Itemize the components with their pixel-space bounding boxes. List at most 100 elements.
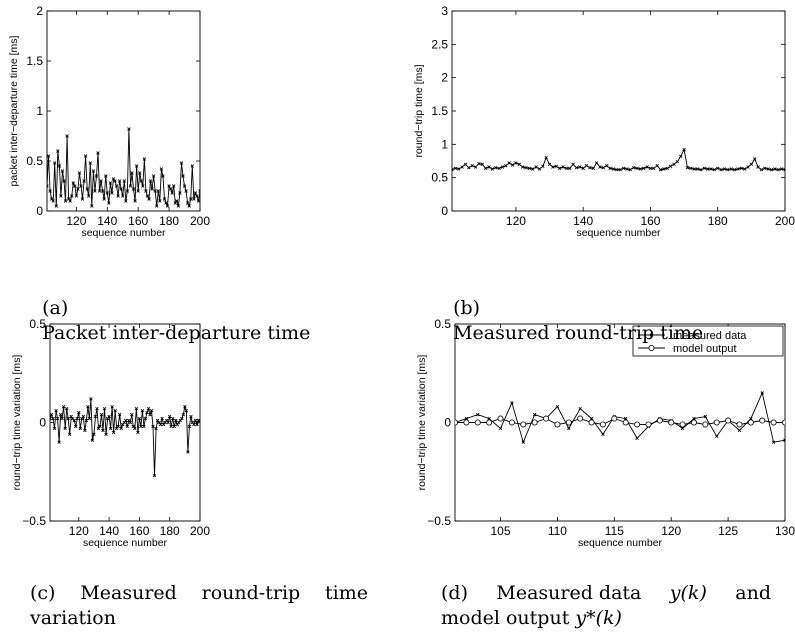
chart-b-ytick-label: 2 bbox=[441, 71, 448, 85]
chart-c-point bbox=[111, 430, 116, 435]
chart-a-point bbox=[116, 194, 120, 198]
chart-d-point bbox=[599, 421, 606, 428]
chart-a-point bbox=[148, 179, 153, 183]
chart-c-point bbox=[77, 410, 81, 415]
chart-b-point bbox=[682, 147, 686, 152]
chart-a-point bbox=[94, 174, 99, 178]
chart-c-point bbox=[166, 420, 170, 425]
chart-b-point bbox=[618, 167, 622, 172]
chart-c-ytick-label: −0.5 bbox=[22, 514, 46, 528]
chart-b-point bbox=[729, 167, 733, 171]
chart-a-point bbox=[108, 181, 113, 185]
chart-b-ytick-label: 1.5 bbox=[431, 104, 448, 118]
chart-a-point bbox=[76, 187, 80, 191]
chart-c-point bbox=[139, 424, 143, 429]
chart-a-point bbox=[107, 201, 111, 205]
chart-a-point bbox=[48, 189, 52, 193]
chart-b-point bbox=[668, 164, 673, 169]
chart-a-point bbox=[181, 174, 185, 178]
chart-a-point bbox=[130, 171, 134, 175]
chart-c-point bbox=[133, 426, 137, 431]
chart-c-point bbox=[181, 412, 186, 417]
chart-b-point bbox=[689, 166, 693, 171]
chart-d-point bbox=[656, 417, 663, 424]
chart-c-point bbox=[72, 418, 76, 423]
chart-b-point bbox=[467, 165, 471, 170]
chart-b-point bbox=[642, 166, 646, 171]
chart-c-point bbox=[75, 416, 79, 421]
chart-c-point bbox=[99, 412, 104, 417]
chart-b-point bbox=[510, 163, 515, 167]
chart-c-point bbox=[140, 408, 145, 413]
chart-a-point bbox=[150, 187, 154, 191]
chart-b-point bbox=[601, 165, 606, 170]
chart-a-point bbox=[176, 204, 181, 208]
chart-d-point bbox=[713, 419, 720, 426]
chart-a-point bbox=[142, 157, 147, 161]
chart-c-point bbox=[119, 426, 123, 431]
chart-d-point bbox=[645, 421, 652, 428]
chart-c-point bbox=[154, 426, 158, 431]
chart-c-series-0-line bbox=[50, 398, 200, 476]
chart-b-point bbox=[766, 167, 770, 171]
chart-c-point bbox=[51, 416, 55, 421]
chart-a-point bbox=[164, 201, 168, 205]
chart-d-point bbox=[510, 401, 514, 405]
chart-d-xtick-label: 125 bbox=[718, 524, 738, 538]
chart-b-series-0 bbox=[452, 147, 785, 172]
chart-d-point bbox=[622, 419, 629, 426]
chart-c-point bbox=[174, 418, 178, 423]
chart-c-point bbox=[52, 426, 57, 431]
chart-a-xlabel: sequence number bbox=[81, 227, 166, 239]
chart-c-point bbox=[183, 405, 187, 409]
chart-b-point bbox=[534, 165, 538, 169]
chart-b-point bbox=[615, 167, 619, 172]
chart-b-point bbox=[628, 167, 632, 172]
chart-c-point bbox=[195, 422, 199, 427]
chart-b-point bbox=[561, 165, 565, 169]
chart-a-point bbox=[104, 174, 108, 178]
chart-b-xtick-label: 200 bbox=[775, 214, 795, 228]
chart-b-point bbox=[557, 166, 562, 171]
chart-c-point bbox=[167, 414, 172, 419]
caption-d-and: and bbox=[735, 582, 771, 604]
chart-d-point bbox=[464, 416, 469, 421]
chart-c-point bbox=[78, 426, 83, 431]
chart-a-point bbox=[77, 171, 82, 175]
chart-b-xtick-label: 180 bbox=[708, 214, 728, 228]
chart-a-point bbox=[189, 197, 193, 201]
chart-c-point bbox=[61, 405, 66, 409]
chart-c-point bbox=[180, 416, 184, 421]
chart-d-point bbox=[463, 419, 470, 426]
chart-a-point bbox=[59, 194, 63, 198]
chart-a-point bbox=[91, 169, 96, 173]
chart-d-point bbox=[634, 421, 641, 428]
chart-c-point bbox=[136, 430, 140, 435]
chart-b-point bbox=[665, 166, 669, 171]
chart-b-point bbox=[699, 167, 703, 172]
chart-d-legend-label: model output bbox=[673, 343, 737, 355]
chart-d-point bbox=[476, 412, 480, 417]
chart-b-point bbox=[517, 162, 521, 167]
chart-c-point bbox=[89, 397, 93, 401]
chart-a-point bbox=[87, 194, 91, 198]
chart-b-point bbox=[460, 165, 464, 169]
chart-d-point bbox=[635, 436, 639, 440]
chart-b-point bbox=[652, 166, 656, 171]
chart-b-point bbox=[756, 165, 760, 169]
chart-a-point bbox=[117, 179, 122, 183]
chart-d-point bbox=[715, 434, 719, 439]
chart-a-point bbox=[97, 189, 102, 193]
chart-d: 105 110 115 120 125 130 −0.5 0 0.5 sequence numbe… bbox=[416, 317, 795, 549]
chart-c-point bbox=[148, 412, 152, 417]
chart-b: 120 140 160 180 200 0 0.5 1 1.5 2 2.5 3 sequence num… bbox=[413, 4, 795, 239]
chart-c-point bbox=[160, 416, 164, 421]
chart-b-xtick-label: 140 bbox=[573, 214, 593, 228]
chart-a-point bbox=[162, 197, 167, 201]
chart-b-point bbox=[527, 166, 532, 171]
chart-b-point bbox=[452, 167, 454, 172]
chart-d-point bbox=[679, 421, 686, 428]
chart-c-point bbox=[116, 424, 120, 429]
chart-d-point bbox=[520, 421, 527, 428]
chart-d-point bbox=[611, 415, 618, 422]
